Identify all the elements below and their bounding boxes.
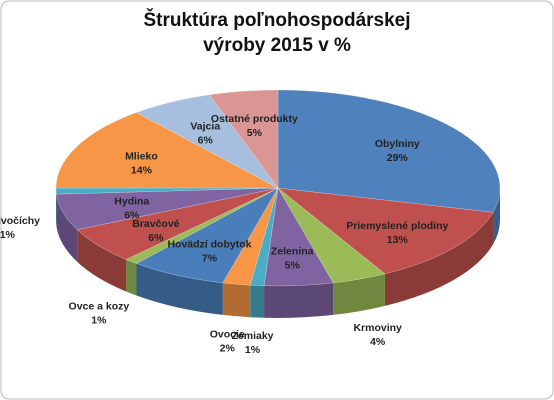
data-label: Iné živočíchy 1%	[0, 215, 40, 241]
data-label: Priemyslené plodiny 13%	[346, 220, 448, 246]
slice	[277, 187, 494, 275]
data-label-name: Mlieko	[125, 151, 158, 163]
data-label: Ovce a kozy 1%	[69, 301, 130, 327]
data-label: Ovocie 2%	[210, 328, 245, 354]
data-label-name: Priemyslené plodiny	[346, 220, 448, 232]
slice	[55, 112, 279, 189]
slice-side	[222, 282, 251, 318]
data-label-name: Ostatné produkty	[211, 113, 298, 125]
data-label: Vajcia 6%	[190, 121, 220, 147]
data-label-name: Bravčové	[132, 218, 179, 230]
data-label-value: 29%	[387, 152, 409, 164]
data-label: Obylniny 29%	[375, 138, 420, 164]
data-label-name: Krmoviny	[353, 322, 402, 334]
slice	[55, 187, 279, 195]
slice-side	[264, 282, 334, 318]
data-label: Bravčové 6%	[132, 218, 179, 244]
slice	[76, 187, 279, 260]
data-label: Mlieko 14%	[125, 151, 158, 177]
slice-side	[136, 263, 223, 315]
slice	[135, 94, 279, 189]
slice	[125, 187, 279, 264]
data-label-value: 13%	[387, 234, 409, 246]
slice	[263, 187, 334, 287]
data-label: Krmoviny 4%	[353, 322, 402, 348]
slice-side	[77, 229, 127, 292]
slice-side	[493, 188, 500, 245]
slice	[249, 187, 279, 287]
data-label-value: 5%	[285, 259, 301, 271]
data-label-value: 14%	[131, 165, 153, 177]
data-label-name: Zelenina	[271, 245, 314, 257]
data-label: Zelenina 5%	[271, 245, 314, 271]
data-label-name: Iné živočíchy	[0, 215, 40, 227]
data-label-value: 6%	[124, 210, 140, 222]
data-label-name: Zemiaky	[231, 330, 273, 342]
slice-side	[250, 285, 265, 318]
slice	[222, 187, 279, 286]
chart-title: Štruktúra poľnohospodárskej výroby 2015 …	[143, 10, 411, 56]
data-label-name: Vajcia	[190, 121, 220, 133]
data-label-value: 1%	[245, 344, 261, 356]
slice-side	[126, 259, 137, 296]
data-label-value: 1%	[91, 315, 107, 327]
slice-side	[56, 194, 78, 262]
slice-side	[333, 273, 385, 315]
data-label: Hovädzí dobytok 7%	[167, 238, 251, 264]
slice	[277, 187, 386, 284]
slice	[56, 187, 279, 230]
data-label-name: Ovce a kozy	[69, 301, 130, 313]
data-label-value: 4%	[370, 336, 386, 348]
data-label: Ostatné produkty 5%	[211, 113, 298, 139]
data-label-value: 1%	[0, 229, 16, 241]
data-label: Zemiaky 1%	[231, 330, 273, 356]
slice	[208, 89, 279, 189]
data-label-name: Obylniny	[375, 138, 420, 150]
data-label-name: Hovädzí dobytok	[167, 238, 251, 250]
data-label: Hydina 6%	[114, 196, 149, 222]
data-label-name: Ovocie	[210, 328, 245, 340]
slice-side	[384, 212, 494, 306]
data-label-name: Hydina	[114, 196, 149, 208]
data-label-value: 6%	[198, 135, 214, 147]
slice	[277, 89, 501, 213]
slice	[135, 187, 279, 284]
data-label-value: 2%	[220, 342, 236, 354]
data-label-value: 6%	[148, 232, 164, 244]
data-label-value: 7%	[202, 252, 218, 264]
data-label-value: 5%	[247, 127, 263, 139]
